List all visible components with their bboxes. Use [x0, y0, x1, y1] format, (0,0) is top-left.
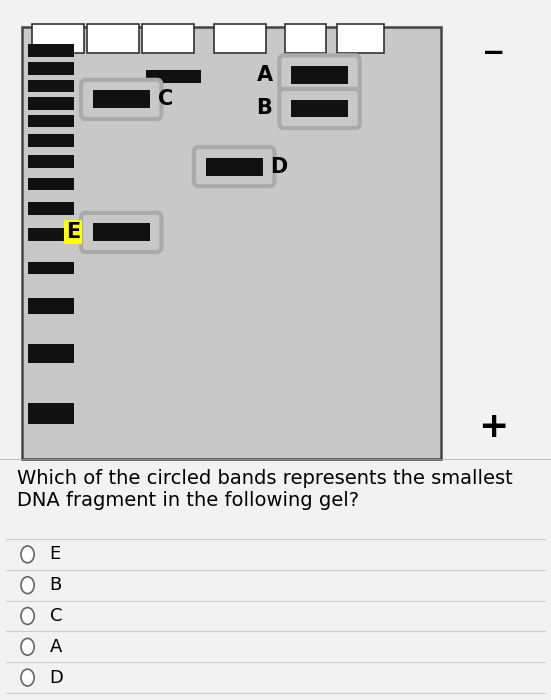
Bar [28, 62, 74, 75]
Bar [206, 158, 263, 176]
Bar [28, 298, 74, 314]
Text: −: − [482, 38, 505, 66]
Bar [28, 44, 74, 57]
Bar [28, 344, 74, 363]
Bar [291, 99, 348, 118]
Bar [93, 223, 150, 242]
Bar [28, 155, 74, 168]
Bar [28, 402, 74, 423]
Bar [146, 70, 201, 83]
Bar [93, 90, 150, 108]
Text: D: D [269, 157, 287, 176]
Bar [31, 24, 84, 53]
Bar [291, 66, 348, 84]
Circle shape [21, 546, 34, 563]
Text: +: + [478, 410, 509, 444]
Bar [28, 97, 74, 110]
Circle shape [21, 608, 34, 624]
Circle shape [21, 577, 34, 594]
Bar [28, 134, 74, 147]
Bar [214, 24, 266, 53]
Text: A: A [256, 65, 273, 85]
Circle shape [21, 638, 34, 655]
Text: A: A [50, 638, 62, 656]
Text: B: B [50, 576, 62, 594]
Bar [142, 24, 195, 53]
Bar [22, 27, 441, 458]
Circle shape [21, 669, 34, 686]
FancyBboxPatch shape [81, 80, 161, 119]
Text: D: D [50, 668, 63, 687]
Text: C: C [50, 607, 62, 625]
Bar [28, 80, 74, 92]
Text: E: E [50, 545, 61, 564]
FancyBboxPatch shape [81, 213, 161, 252]
Bar [28, 115, 74, 127]
Bar [285, 24, 326, 53]
Bar [28, 202, 74, 215]
FancyBboxPatch shape [279, 55, 360, 94]
Bar [28, 178, 74, 190]
Bar [87, 24, 139, 53]
Text: E: E [66, 223, 80, 242]
Text: Which of the circled bands represents the smallest
DNA fragment in the following: Which of the circled bands represents th… [17, 469, 512, 510]
Text: C: C [158, 90, 173, 109]
Bar [28, 262, 74, 274]
FancyBboxPatch shape [279, 89, 360, 128]
Bar [28, 228, 74, 241]
Bar [337, 24, 385, 53]
Text: B: B [257, 99, 272, 118]
FancyBboxPatch shape [194, 147, 274, 186]
